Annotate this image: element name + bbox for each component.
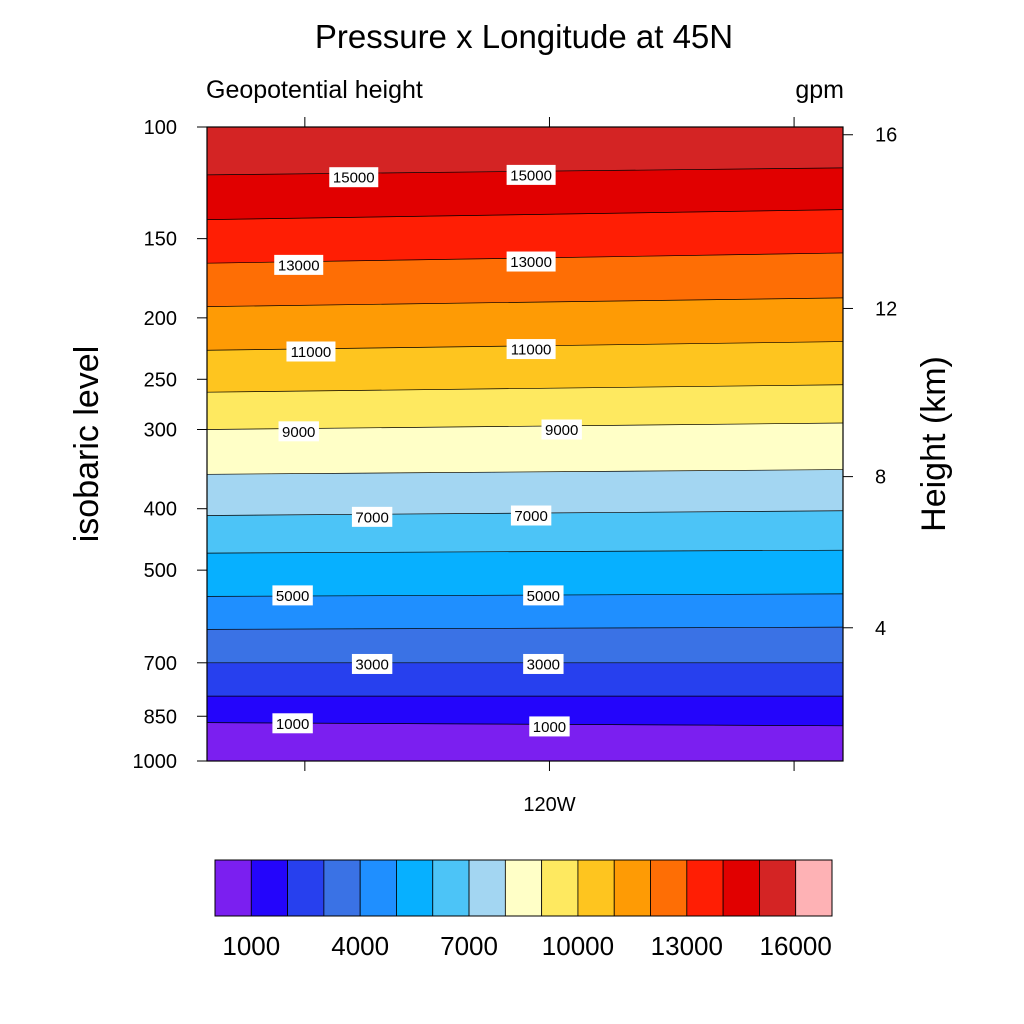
y-tick-label: 1000	[133, 751, 178, 773]
contour-label-box	[523, 653, 564, 674]
y-tick-label: 150	[144, 229, 177, 251]
colorbar-swatch	[359, 859, 397, 917]
contour-label-box	[272, 585, 313, 606]
contour-labels: 15000 15000 13000 13000 11000 11000 9000 9000 70…	[272, 164, 582, 737]
contour-label: 15000	[510, 167, 552, 184]
y-tick-label: 200	[144, 308, 177, 330]
contour-label-box	[351, 653, 393, 674]
contour-label-box	[351, 506, 393, 527]
subtitle-left: Geopotential height	[206, 76, 423, 104]
colorbar-tick-label: 13000	[651, 931, 723, 961]
y-axis-right: 16 12 8 4	[843, 125, 897, 640]
colorbar-frame	[214, 859, 833, 917]
contour-label-box	[506, 164, 556, 185]
colorbar: 1000 4000 7000 10000 13000 16000	[214, 859, 833, 961]
y-right-tick-label: 8	[875, 467, 886, 489]
contour-label-box	[510, 505, 552, 526]
colorbar-swatch	[396, 859, 434, 917]
contour-label-box	[523, 585, 564, 606]
y-axis-label: isobaric level	[68, 346, 106, 543]
contour-label-box	[529, 716, 570, 737]
colorbar-tick-label: 4000	[331, 931, 389, 961]
colorbar-tick-label: 10000	[542, 931, 614, 961]
contour-label: 11000	[291, 344, 332, 361]
colorbar-swatch	[468, 859, 506, 917]
contour-label: 13000	[510, 254, 552, 271]
contour-line	[206, 626, 844, 630]
colorbar-swatch	[323, 859, 361, 917]
contour-label: 3000	[527, 656, 560, 673]
colorbar-swatch	[759, 859, 797, 917]
colorbar-swatch	[541, 859, 579, 917]
colorbar-tick-label: 16000	[760, 931, 832, 961]
y-axis-right-label: Height (km)	[915, 356, 953, 532]
colorbar-swatch	[686, 859, 724, 917]
colorbar-swatch	[577, 859, 615, 917]
colorbar-swatch	[650, 859, 688, 917]
contour-label-box	[506, 251, 556, 272]
y-axis-left: 100 150 200 250 300 400 500 700 850 1000	[133, 117, 207, 773]
contour-label: 15000	[333, 170, 375, 187]
contour-label: 9000	[282, 424, 315, 441]
x-axis: 120W	[304, 117, 795, 816]
contour-line	[206, 384, 844, 393]
plot-frame	[206, 126, 844, 762]
contour-label: 11000	[511, 342, 552, 359]
contour-line	[206, 297, 844, 307]
contour-label: 3000	[355, 656, 388, 673]
contour-label: 7000	[514, 508, 547, 525]
contour-label: 13000	[278, 257, 320, 274]
colorbar-swatch	[250, 859, 288, 917]
colorbar-swatch	[432, 859, 470, 917]
contour-label-box	[286, 341, 336, 362]
y-tick-label: 100	[144, 117, 177, 139]
colorbar-swatch	[613, 859, 651, 917]
contour-label: 1000	[276, 716, 309, 733]
subtitle-right: gpm	[795, 76, 844, 104]
contour-line	[206, 209, 844, 220]
y-right-tick-label: 12	[875, 298, 897, 320]
y-tick-label: 300	[144, 419, 177, 441]
chart-title: Pressure x Longitude at 45N	[315, 18, 733, 55]
x-tick-label: 120W	[523, 794, 575, 816]
contour-line	[206, 722, 844, 727]
y-tick-label: 700	[144, 653, 177, 675]
contour-label: 1000	[533, 719, 566, 736]
y-tick-label: 250	[144, 369, 177, 391]
colorbar-swatch	[287, 859, 325, 917]
y-tick-label: 400	[144, 499, 177, 521]
contour-label: 5000	[276, 588, 309, 605]
colorbar-swatch	[214, 859, 252, 917]
contour-line	[206, 469, 844, 475]
colorbar-swatch	[795, 859, 833, 917]
colorbar-tick-label: 7000	[440, 931, 498, 961]
colorbar-swatch	[504, 859, 543, 917]
contour-label-box	[272, 713, 313, 734]
y-right-tick-label: 16	[875, 125, 897, 147]
contour-label-box	[541, 419, 582, 440]
colorbar-swatch	[722, 859, 760, 917]
y-tick-label: 850	[144, 706, 177, 728]
contour-label-box	[278, 421, 319, 442]
contour-label: 7000	[355, 509, 388, 526]
colorbar-tick-label: 1000	[222, 931, 280, 961]
contour-line	[206, 549, 844, 554]
y-right-tick-label: 4	[875, 618, 886, 640]
contour-label: 5000	[527, 588, 560, 605]
contour-label: 9000	[545, 422, 578, 439]
contour-label-box	[274, 254, 324, 275]
contour-label-box	[506, 339, 556, 360]
y-tick-label: 500	[144, 560, 177, 582]
contour-label-box	[329, 167, 379, 188]
